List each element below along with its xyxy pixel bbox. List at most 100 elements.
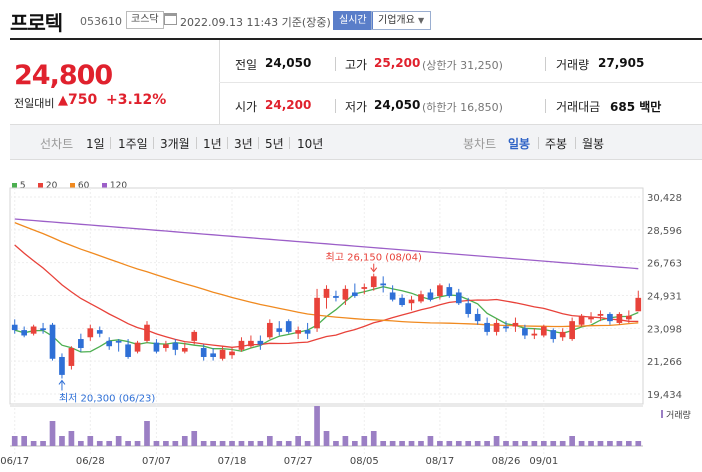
- candle-body: [531, 333, 538, 336]
- amount-label: 거래대금: [556, 100, 601, 114]
- candle-body: [512, 322, 519, 327]
- change-percent: +3.12%: [106, 92, 167, 108]
- y-tick-label: 26,763: [647, 259, 682, 270]
- candle-body: [408, 299, 415, 304]
- volume-bar: [361, 436, 368, 446]
- volume-bar: [87, 436, 94, 446]
- candle-body: [172, 342, 179, 350]
- volume-bar: [285, 441, 292, 446]
- candle-body: [484, 322, 490, 332]
- x-axis-ticks: 06/17 06/28 07/07 07/18 07/27 08/05 08/17 08/26…: [0, 456, 558, 467]
- realtime-button[interactable]: 실시간: [333, 11, 373, 30]
- tab-period-1y[interactable]: 1년: [203, 137, 222, 151]
- legend-label: 5: [19, 181, 26, 191]
- volume-value: 27,905: [598, 56, 645, 70]
- volume-bar: [531, 441, 538, 446]
- market-badge: 코스닥: [126, 11, 164, 29]
- upper-limit: (상한가 31,250): [422, 59, 503, 72]
- volume-bar: [266, 436, 273, 446]
- legend-ma60: 60: [70, 181, 89, 191]
- volume-bar: [106, 441, 113, 446]
- volume-legend-swatch: [661, 410, 663, 418]
- candle-body: [540, 326, 547, 336]
- corp-info-dropdown[interactable]: 기업개요 ▼: [371, 11, 432, 30]
- volume-bar: [96, 441, 103, 446]
- x-tick-label: 09/01: [529, 456, 558, 467]
- volume-bar: [418, 441, 424, 446]
- tab-weekly-candle[interactable]: 주봉: [545, 137, 568, 151]
- low-annotation: 최저 20,300 (06/23): [59, 392, 155, 404]
- low-arrow-icon: [58, 379, 66, 385]
- candle-body: [418, 294, 424, 302]
- volume-bar: [78, 441, 84, 446]
- candle-body: [333, 296, 339, 298]
- volume-bar: [200, 441, 207, 446]
- tab-period-3y[interactable]: 3년: [234, 137, 253, 151]
- volume-bar: [134, 441, 141, 446]
- candle-body: [96, 330, 103, 334]
- x-tick-label: 07/18: [218, 456, 247, 467]
- candle-body: [163, 344, 169, 349]
- candle-body: [134, 342, 141, 352]
- tab-divider: [153, 137, 154, 149]
- amount-value: 685 백만: [610, 100, 662, 114]
- candle-body: [125, 344, 131, 357]
- candle-body: [40, 328, 46, 331]
- candle-body: [342, 288, 349, 300]
- volume-bar: [144, 421, 150, 446]
- volume-bar: [465, 441, 472, 446]
- volume-bar: [540, 441, 547, 446]
- tab-divider: [227, 137, 228, 149]
- prev-close-value: 24,050: [265, 56, 312, 70]
- candlestick-chart[interactable]: 거래량 30,428 28,596 26,763 24,931 23,098 21,266…: [0, 170, 702, 472]
- ma-line-60: [14, 221, 639, 328]
- candle-chart-label: 봉차트: [463, 137, 497, 151]
- y-tick-label: 19,434: [647, 390, 682, 401]
- chart-tab-bar: 선차트 1일 1주일 3개월 1년 3년 5년 10년 봉차트 일봉 주봉 월봉: [10, 124, 702, 160]
- stock-code: 053610: [80, 15, 122, 28]
- y-axis-ticks: 30,428 28,596 26,763 24,931 23,098 21,266 19,4…: [647, 193, 682, 401]
- candle-body: [474, 313, 481, 322]
- candle-body: [257, 340, 264, 345]
- tab-period-10y[interactable]: 10년: [297, 137, 324, 151]
- cell-divider: [545, 57, 546, 71]
- tab-monthly-candle[interactable]: 월봉: [582, 137, 605, 151]
- volume-bar: [342, 436, 349, 446]
- candle-body: [635, 297, 642, 312]
- stock-name: 프로텍: [10, 11, 63, 35]
- candle-body: [588, 317, 594, 320]
- y-tick-label: 21,266: [647, 357, 682, 368]
- y-tick-label: 30,428: [647, 193, 682, 204]
- candle-body: [11, 324, 18, 331]
- volume-bar: [597, 441, 604, 446]
- volume-bar: [484, 441, 490, 446]
- candle-body: [550, 330, 557, 340]
- low-value: 24,050: [374, 98, 421, 112]
- volume-bar: [408, 441, 415, 446]
- change-amount: 750: [68, 92, 98, 108]
- volume-bar: [257, 441, 264, 446]
- candle-body: [559, 331, 566, 338]
- volume-bar: [616, 441, 623, 446]
- tab-period-1w[interactable]: 1주일: [118, 137, 148, 151]
- tab-daily-candle[interactable]: 일봉: [508, 137, 531, 151]
- volume-bar: [427, 436, 434, 446]
- candle-body: [248, 340, 254, 347]
- volume-label: 거래량: [666, 409, 691, 421]
- tab-period-5y[interactable]: 5년: [265, 137, 284, 151]
- tab-period-1d[interactable]: 1일: [86, 137, 105, 151]
- y-tick-label: 28,596: [647, 226, 682, 237]
- volume-bars: 거래량: [11, 406, 691, 446]
- change-label: 전일대비: [14, 97, 55, 110]
- volume-bar: [49, 421, 56, 446]
- volume-bar: [229, 441, 235, 446]
- candle-body: [68, 348, 75, 366]
- ma-line-120: [14, 218, 639, 270]
- corp-info-label: 기업개요: [378, 15, 415, 26]
- volume-bar: [181, 436, 188, 446]
- volume-bar: [333, 441, 339, 446]
- candle-body: [30, 326, 37, 334]
- tab-period-3m[interactable]: 3개월: [160, 137, 190, 151]
- cell-divider: [335, 99, 336, 113]
- legend-label: 120: [109, 181, 128, 191]
